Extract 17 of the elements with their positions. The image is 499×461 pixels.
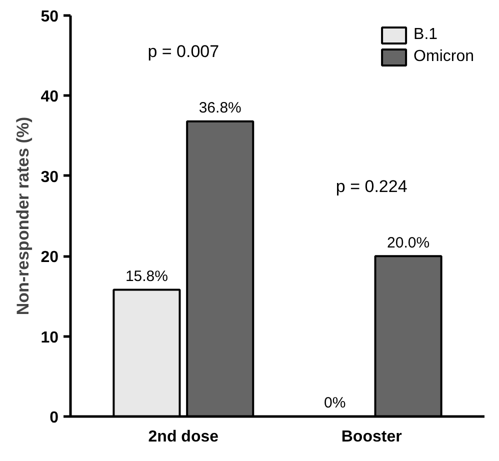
y-tick-label: 50 xyxy=(40,8,59,26)
y-tick-label: 20 xyxy=(40,249,59,266)
y-tick-label: 10 xyxy=(40,329,59,346)
legend-label: B.1 xyxy=(414,26,438,44)
data-label: 36.8% xyxy=(198,100,242,117)
y-tick-label: 40 xyxy=(40,88,59,106)
data-label: 0% xyxy=(324,394,346,412)
y-axis-title: Non-responder rates (%) xyxy=(14,116,33,316)
data-label: 20.0% xyxy=(387,234,430,252)
annotation: p = 0.007 xyxy=(148,42,220,62)
x-tick-label: Booster xyxy=(341,428,402,446)
data-label: 15.8% xyxy=(125,268,168,285)
legend-label: Omicron xyxy=(414,48,474,66)
annotation: p = 0.224 xyxy=(336,176,408,196)
y-tick-label: 30 xyxy=(40,168,59,186)
y-tick-label: 0 xyxy=(50,410,59,426)
x-tick-label: 2nd dose xyxy=(148,428,219,446)
